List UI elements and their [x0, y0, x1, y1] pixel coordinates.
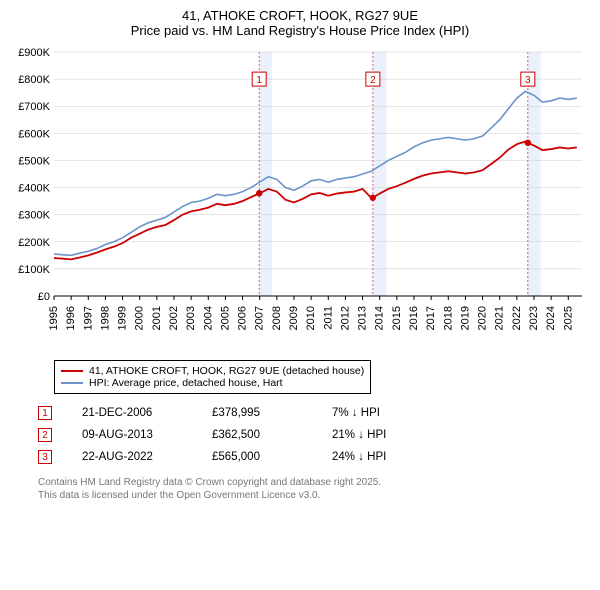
sale-price: £378,995	[212, 407, 332, 419]
svg-text:2005: 2005	[219, 306, 231, 330]
svg-text:2003: 2003	[185, 306, 197, 330]
sale-price: £565,000	[212, 451, 332, 463]
svg-text:2001: 2001	[151, 306, 163, 330]
sale-price: £362,500	[212, 429, 332, 441]
legend-swatch-property	[61, 370, 83, 372]
footer-attribution: Contains HM Land Registry data © Crown c…	[38, 476, 590, 502]
svg-text:2022: 2022	[511, 306, 523, 330]
svg-text:2002: 2002	[168, 306, 180, 330]
svg-text:£0: £0	[38, 291, 50, 303]
svg-text:1999: 1999	[117, 306, 129, 330]
legend-item-property: 41, ATHOKE CROFT, HOOK, RG27 9UE (detach…	[61, 365, 364, 377]
svg-text:2017: 2017	[425, 306, 437, 330]
sale-marker-3: 3	[38, 450, 52, 464]
svg-text:2010: 2010	[305, 306, 317, 330]
legend-item-hpi: HPI: Average price, detached house, Hart	[61, 377, 364, 389]
legend-label-property: 41, ATHOKE CROFT, HOOK, RG27 9UE (detach…	[89, 365, 364, 377]
svg-text:2008: 2008	[271, 306, 283, 330]
footer-line1: Contains HM Land Registry data © Crown c…	[38, 476, 590, 489]
legend-swatch-hpi	[61, 382, 83, 384]
svg-text:£900K: £900K	[18, 47, 50, 59]
svg-text:2019: 2019	[459, 306, 471, 330]
svg-text:£600K: £600K	[18, 128, 50, 140]
svg-text:2004: 2004	[202, 306, 214, 330]
svg-text:£500K: £500K	[18, 155, 50, 167]
svg-text:£800K: £800K	[18, 74, 50, 86]
svg-text:1998: 1998	[99, 306, 111, 330]
legend-label-hpi: HPI: Average price, detached house, Hart	[89, 377, 283, 389]
svg-text:£400K: £400K	[18, 183, 50, 195]
svg-text:2020: 2020	[477, 306, 489, 330]
sale-row: 2 09-AUG-2013 £362,500 21% ↓ HPI	[38, 424, 590, 446]
svg-text:2014: 2014	[374, 306, 386, 330]
svg-text:2024: 2024	[545, 306, 557, 330]
svg-text:£200K: £200K	[18, 237, 50, 249]
svg-text:2018: 2018	[442, 306, 454, 330]
title-subtitle: Price paid vs. HM Land Registry's House …	[10, 23, 590, 38]
svg-text:£100K: £100K	[18, 264, 50, 276]
svg-text:2012: 2012	[339, 306, 351, 330]
svg-text:2013: 2013	[357, 306, 369, 330]
svg-text:1996: 1996	[65, 306, 77, 330]
svg-text:2025: 2025	[562, 306, 574, 330]
svg-text:2016: 2016	[408, 306, 420, 330]
svg-text:2011: 2011	[322, 306, 334, 330]
title-block: 41, ATHOKE CROFT, HOOK, RG27 9UE Price p…	[10, 8, 590, 38]
svg-text:2006: 2006	[237, 306, 249, 330]
sale-row: 3 22-AUG-2022 £565,000 24% ↓ HPI	[38, 446, 590, 468]
svg-text:2009: 2009	[288, 306, 300, 330]
svg-text:1997: 1997	[82, 306, 94, 330]
svg-text:2015: 2015	[391, 306, 403, 330]
legend: 41, ATHOKE CROFT, HOOK, RG27 9UE (detach…	[54, 360, 371, 394]
title-address: 41, ATHOKE CROFT, HOOK, RG27 9UE	[10, 8, 590, 23]
sales-table: 1 21-DEC-2006 £378,995 7% ↓ HPI 2 09-AUG…	[38, 402, 590, 468]
sale-date: 21-DEC-2006	[82, 407, 212, 419]
svg-text:2000: 2000	[134, 306, 146, 330]
svg-text:1: 1	[256, 75, 262, 86]
chart-area: £0 £100K £200K £300K £400K £500K £600K £700K £80…	[10, 44, 590, 354]
chart-container: 41, ATHOKE CROFT, HOOK, RG27 9UE Price p…	[0, 0, 600, 512]
svg-text:£300K: £300K	[18, 210, 50, 222]
sale-diff: 24% ↓ HPI	[332, 451, 462, 463]
svg-text:2021: 2021	[494, 306, 506, 330]
svg-text:3: 3	[525, 75, 531, 86]
sale-diff: 21% ↓ HPI	[332, 429, 462, 441]
svg-text:£700K: £700K	[18, 101, 50, 113]
sale-marker-2: 2	[38, 428, 52, 442]
footer-line2: This data is licensed under the Open Gov…	[38, 489, 590, 502]
price-chart-svg: £0 £100K £200K £300K £400K £500K £600K £700K £80…	[10, 44, 590, 354]
svg-text:1995: 1995	[48, 306, 60, 330]
sale-row: 1 21-DEC-2006 £378,995 7% ↓ HPI	[38, 402, 590, 424]
svg-text:2023: 2023	[528, 306, 540, 330]
sale-marker-1: 1	[38, 406, 52, 420]
sale-diff: 7% ↓ HPI	[332, 407, 462, 419]
sale-date: 09-AUG-2013	[82, 429, 212, 441]
svg-text:2007: 2007	[254, 306, 266, 330]
svg-text:2: 2	[370, 75, 376, 86]
sale-date: 22-AUG-2022	[82, 451, 212, 463]
